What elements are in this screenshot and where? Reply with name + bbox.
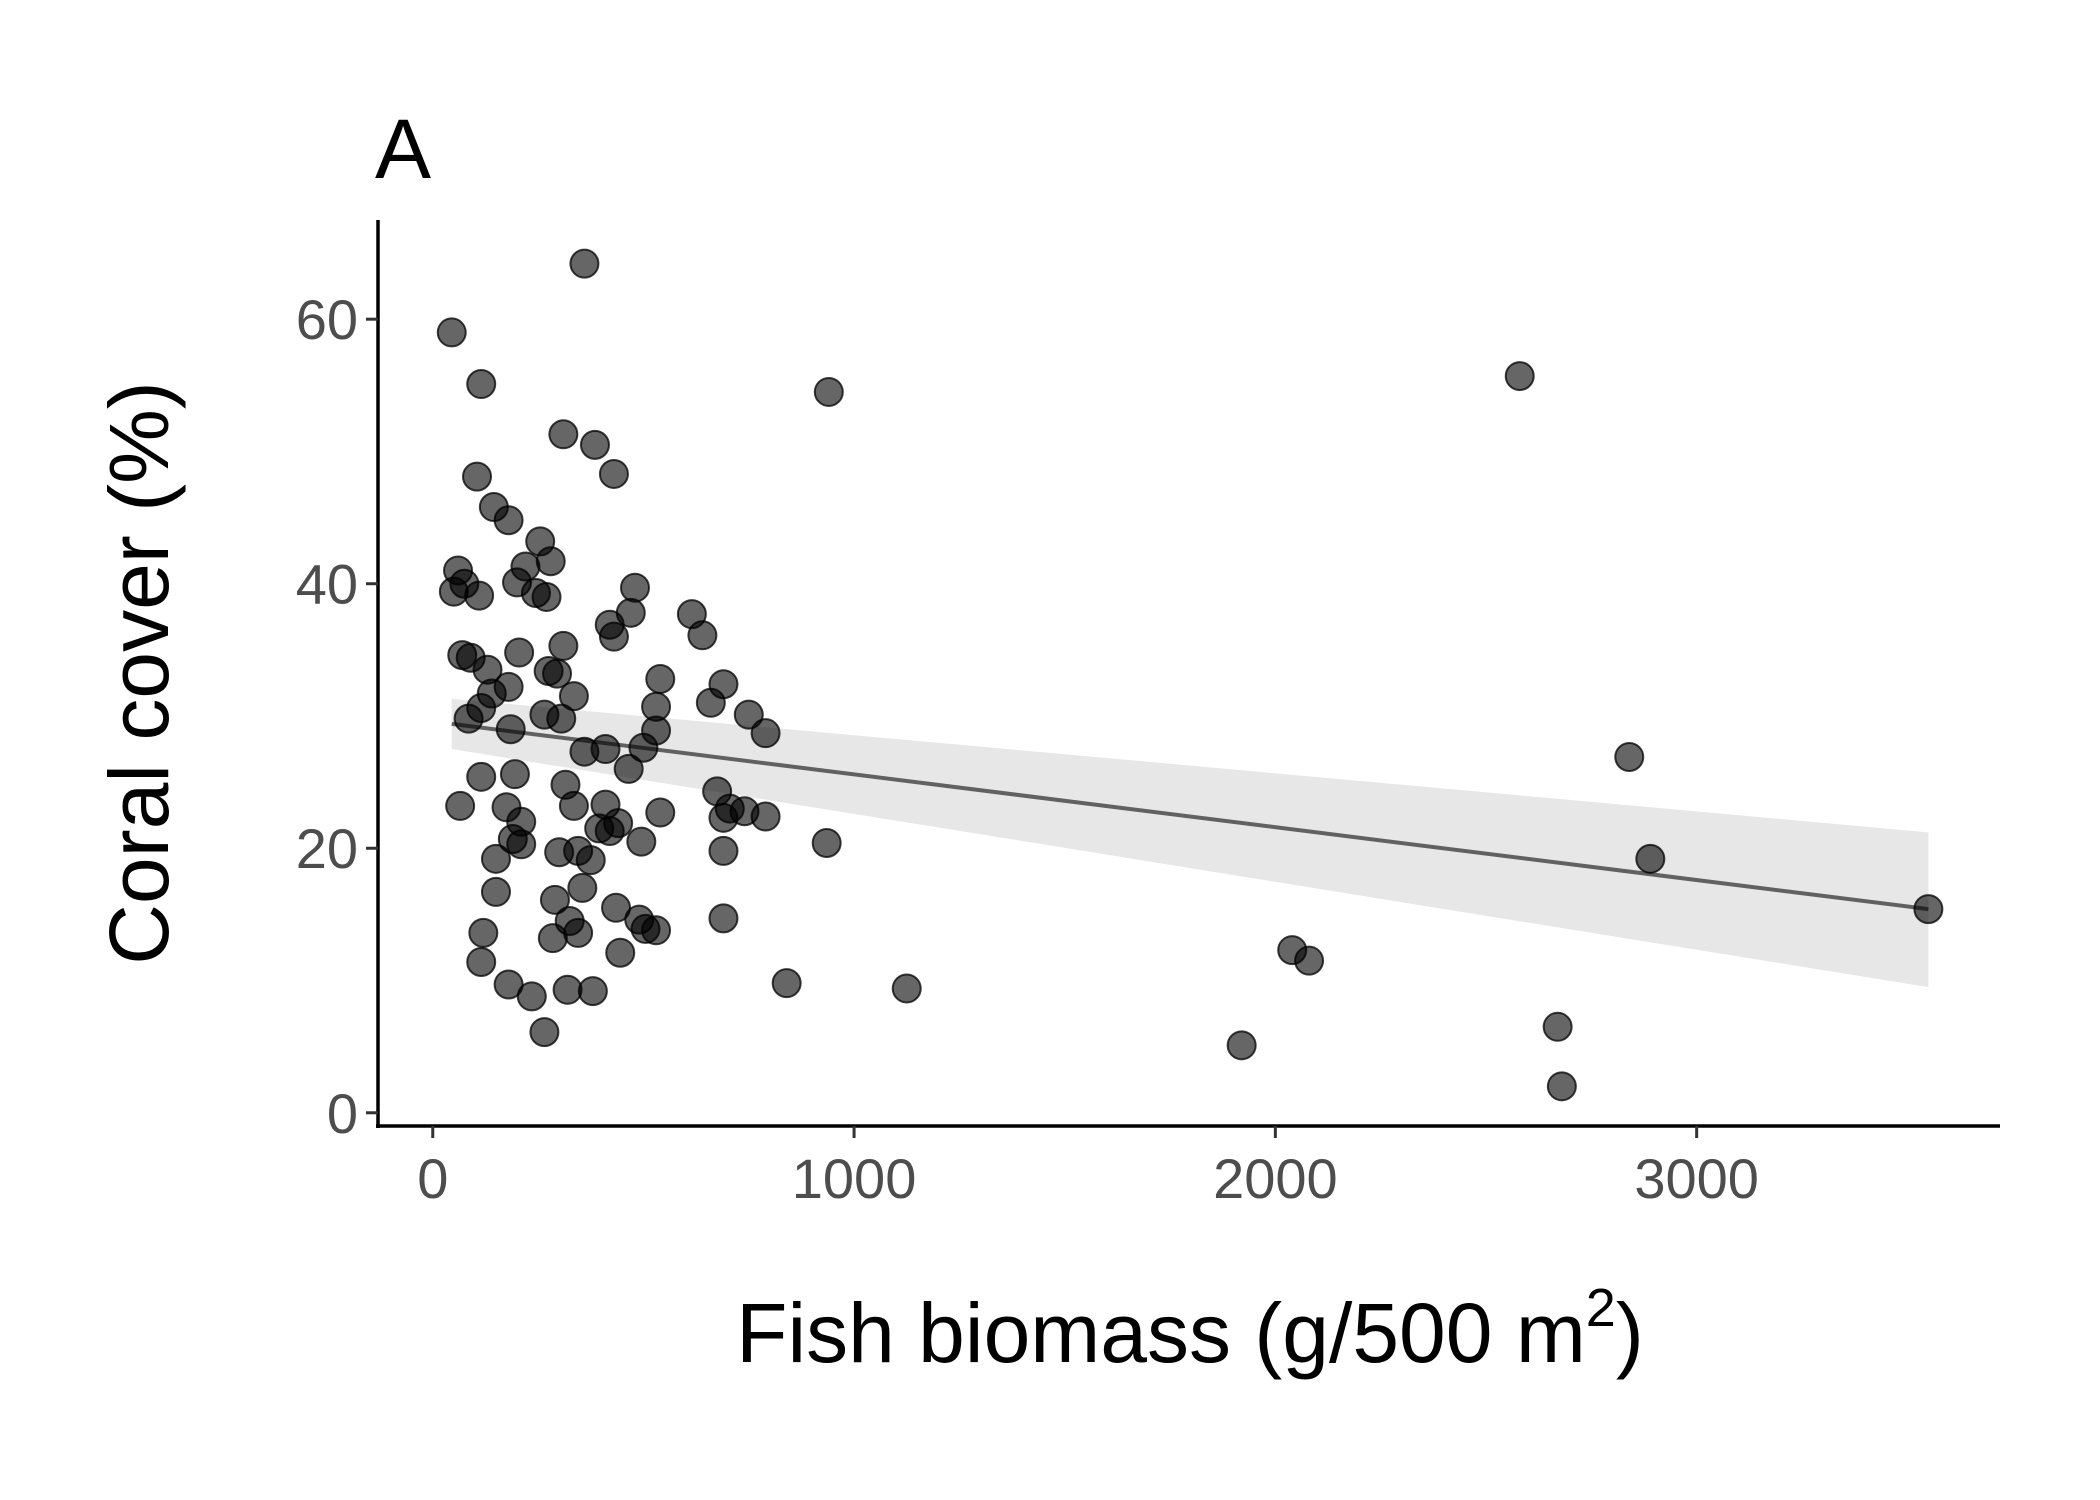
x-tick-label: 2000	[1213, 1147, 1338, 1210]
y-tick-label: 40	[296, 553, 358, 616]
data-point	[687, 620, 718, 651]
data-point	[548, 630, 579, 661]
data-point	[708, 903, 739, 934]
data-point	[438, 576, 469, 607]
x-axis-title-main: Fish biomass (g/500 m	[736, 1286, 1586, 1380]
data-point	[813, 376, 844, 407]
data-point	[1913, 894, 1944, 925]
data-point	[598, 621, 629, 652]
x-axis-title-superscript: 2	[1586, 1278, 1616, 1338]
y-axis-ticks: 0 20 40 60	[296, 288, 378, 1145]
data-point	[1542, 1011, 1573, 1042]
data-point	[645, 797, 676, 828]
data-points-layer	[436, 248, 1944, 1102]
data-point	[577, 976, 608, 1007]
y-tick-label: 20	[296, 817, 358, 880]
y-tick-label: 0	[327, 1082, 358, 1145]
data-point	[504, 637, 535, 668]
data-point	[1226, 1030, 1257, 1061]
y-tick-label: 60	[296, 288, 358, 351]
data-point	[480, 876, 511, 907]
data-point	[468, 917, 499, 948]
data-point	[641, 915, 672, 946]
trend-line	[451, 721, 1929, 912]
data-point	[535, 546, 566, 577]
data-point	[466, 369, 497, 400]
data-point	[1294, 945, 1325, 976]
data-point	[598, 458, 629, 489]
data-point	[548, 419, 579, 450]
x-tick-label: 1000	[792, 1147, 917, 1210]
data-point	[464, 580, 495, 611]
data-point	[1614, 741, 1645, 772]
data-point	[529, 1017, 560, 1048]
data-point	[499, 759, 530, 790]
data-point	[708, 835, 739, 866]
data-point	[579, 429, 610, 460]
data-point	[495, 714, 526, 745]
data-point	[605, 937, 636, 968]
confidence-band	[451, 698, 1929, 988]
data-point	[466, 946, 497, 977]
x-axis-ticks: 0 1000 2000 3000	[417, 1126, 1759, 1210]
data-point	[891, 973, 922, 1004]
data-point	[771, 968, 802, 999]
data-point	[575, 845, 606, 876]
data-point	[695, 687, 726, 718]
data-point	[1635, 843, 1666, 874]
data-point	[558, 790, 589, 821]
data-point	[613, 753, 644, 784]
data-point	[750, 801, 781, 832]
data-point	[590, 734, 621, 765]
data-point	[537, 923, 568, 954]
panel-label: A	[375, 102, 431, 196]
data-point	[750, 718, 781, 749]
data-point	[594, 816, 625, 847]
data-point	[645, 663, 676, 694]
data-point	[546, 703, 577, 734]
data-point	[558, 681, 589, 712]
data-point	[542, 658, 573, 689]
data-point	[493, 969, 524, 1000]
x-tick-label: 3000	[1634, 1147, 1759, 1210]
data-point	[567, 872, 598, 903]
data-point	[569, 248, 600, 279]
x-tick-label: 0	[417, 1147, 448, 1210]
data-point	[462, 461, 493, 492]
data-point	[480, 843, 511, 874]
data-point	[601, 892, 632, 923]
x-axis-title-suffix: )	[1616, 1286, 1644, 1380]
data-point	[516, 981, 547, 1012]
y-axis-title: Coral cover (%)	[92, 381, 186, 964]
data-point	[811, 827, 842, 858]
trend-line-layer	[451, 721, 1929, 912]
data-point	[493, 505, 524, 536]
x-axis-title: Fish biomass (g/500 m2)	[736, 1278, 1644, 1380]
data-point	[466, 761, 497, 792]
confidence-band-layer	[451, 698, 1929, 988]
data-point	[453, 703, 484, 734]
data-point	[445, 790, 476, 821]
data-point	[436, 317, 467, 348]
data-point	[1504, 361, 1535, 392]
data-point	[619, 572, 650, 603]
data-point	[531, 581, 562, 612]
data-point	[733, 699, 764, 730]
data-point	[626, 826, 657, 857]
data-point	[628, 732, 659, 763]
data-point	[539, 884, 570, 915]
data-point	[708, 802, 739, 833]
data-point	[506, 829, 537, 860]
data-point	[1546, 1071, 1577, 1102]
data-point	[552, 974, 583, 1005]
data-point	[563, 917, 594, 948]
